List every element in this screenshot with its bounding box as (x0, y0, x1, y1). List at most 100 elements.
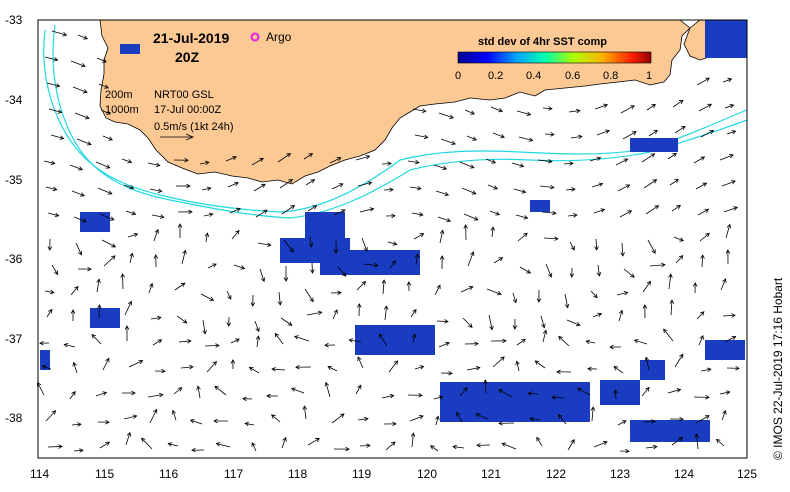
current-vector-head (590, 406, 596, 411)
current-vector (489, 210, 500, 216)
current-vector (294, 335, 310, 342)
current-vector (256, 336, 259, 348)
current-vector (103, 255, 116, 267)
current-vector (411, 433, 414, 448)
current-vector (123, 184, 134, 189)
current-vector (381, 395, 394, 399)
current-vector (151, 214, 164, 218)
current-vector-head (548, 272, 553, 278)
current-vector (381, 163, 392, 165)
current-vector-head (131, 211, 137, 216)
current-vector-head (435, 415, 440, 421)
current-vector (227, 182, 239, 188)
current-vector-head (364, 416, 369, 422)
current-vector-head (414, 159, 420, 165)
current-vector (696, 311, 705, 320)
current-vector-head (127, 300, 132, 306)
current-vector-head (564, 303, 570, 309)
current-vector (96, 57, 107, 63)
current-vector-head (596, 156, 602, 161)
current-vector-head (707, 103, 713, 108)
current-vector (363, 263, 378, 267)
current-vector (127, 233, 138, 238)
current-vector-head (157, 339, 163, 344)
current-vector (153, 229, 159, 242)
current-vector (530, 418, 541, 421)
current-vector-head (536, 298, 542, 303)
current-vector (43, 160, 55, 164)
current-vector (226, 290, 232, 300)
current-vector (388, 360, 398, 373)
current-vector-head (521, 338, 526, 344)
current-vector (487, 184, 498, 190)
current-vector-head (266, 393, 271, 399)
current-vector-head (87, 266, 92, 272)
current-vector (697, 208, 709, 216)
current-vector-head (308, 153, 314, 158)
current-vector (99, 213, 114, 221)
current-vector-head (184, 157, 189, 163)
current-vector (384, 306, 387, 321)
current-vector-head (124, 325, 130, 330)
current-vector-head (653, 129, 658, 135)
current-vector (46, 82, 60, 87)
current-vector (646, 104, 656, 111)
current-vector-head (542, 329, 548, 335)
current-vector (257, 242, 271, 246)
current-vector (128, 360, 143, 368)
current-vector (307, 205, 317, 212)
colorbar: std dev of 4hr SST comp 0 0.2 0.4 0.6 0.… (455, 36, 652, 82)
current-vector (726, 130, 736, 135)
current-vector-head (81, 63, 86, 68)
current-vector (253, 183, 266, 192)
current-vector-head (333, 309, 338, 314)
current-vector (305, 179, 315, 186)
current-vector-head (393, 360, 399, 365)
current-vector-head (541, 323, 546, 329)
current-vector-head (651, 419, 656, 424)
current-vector-head (54, 212, 60, 218)
current-vector (693, 156, 705, 164)
current-vector (551, 396, 565, 399)
current-vector (517, 232, 528, 242)
current-vector (102, 135, 113, 141)
current-vector (149, 409, 157, 424)
current-vector-head (527, 391, 532, 396)
current-vector-head (107, 190, 113, 195)
current-vector-head (79, 448, 84, 453)
argo-legend: Argo (250, 30, 292, 44)
current-vector-head (131, 390, 136, 396)
current-vector (460, 286, 474, 293)
current-vector (670, 300, 673, 316)
current-vector-head (213, 418, 218, 424)
current-vector-head (226, 322, 232, 327)
current-vector-head (290, 205, 296, 210)
current-vector (47, 446, 63, 448)
current-vector-head (74, 285, 79, 291)
current-vector (74, 112, 90, 119)
current-vector-head (154, 228, 159, 234)
current-vector-head (448, 370, 453, 376)
current-vector (663, 329, 674, 342)
current-vector-head (498, 421, 503, 426)
current-vector-head (70, 309, 76, 314)
bathymetry-contours (43, 24, 748, 219)
x-tick-label: 116 (159, 467, 178, 481)
current-vector-head (104, 84, 109, 89)
x-tick-label: 118 (288, 467, 307, 481)
current-vector (102, 358, 110, 371)
current-vector-head (392, 421, 397, 427)
current-vector-head (227, 295, 232, 300)
current-vector-head (645, 386, 650, 392)
x-tick-label: 123 (610, 467, 630, 481)
current-vector (527, 392, 539, 395)
current-vector (613, 366, 624, 374)
current-vector-head (263, 209, 268, 214)
current-vector-head (302, 405, 308, 410)
current-vector-head (678, 255, 684, 260)
current-vector (701, 254, 704, 268)
current-vector (70, 60, 86, 67)
current-vector-head (436, 284, 441, 290)
current-vector-head (609, 344, 614, 350)
contour-1000m-label: 1000m (105, 104, 139, 116)
